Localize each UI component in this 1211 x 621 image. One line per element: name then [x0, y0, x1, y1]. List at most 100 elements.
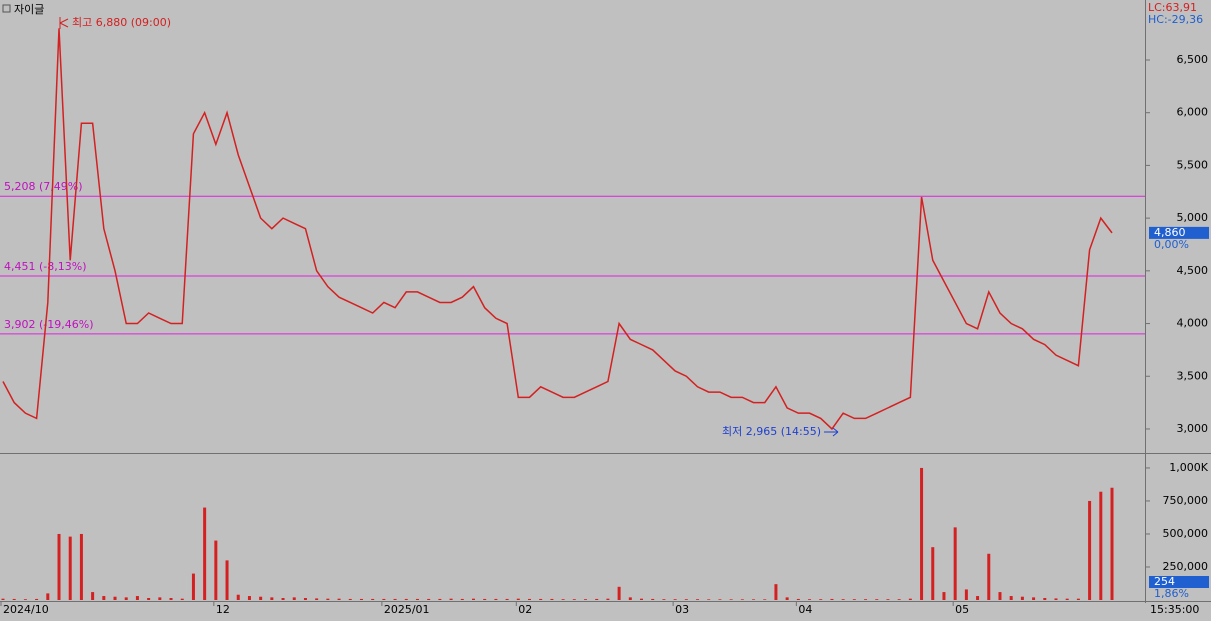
- volume-bar: [1088, 500, 1092, 600]
- volume-bar: [169, 598, 173, 600]
- volume-bar: [527, 598, 531, 600]
- y-tick-label: 4,000: [1177, 317, 1209, 330]
- volume-bar: [79, 533, 83, 600]
- x-tick-label: 2024/10: [3, 603, 49, 616]
- volume-bar: [427, 598, 431, 600]
- volume-bar: [471, 598, 475, 600]
- volume-bar: [1, 598, 5, 600]
- volume-bar: [236, 594, 240, 600]
- volume-bar: [281, 598, 285, 600]
- volume-bar: [931, 547, 935, 600]
- volume-bar: [46, 593, 50, 600]
- ref-label: 4,451 (-8,13%): [4, 260, 86, 273]
- x-tick-label: 12: [216, 603, 230, 616]
- x-tick-label: 02: [518, 603, 532, 616]
- volume-bar: [135, 596, 139, 600]
- volume-bar: [1032, 597, 1036, 600]
- volume-bar: [707, 599, 711, 600]
- volume-bar: [382, 598, 386, 600]
- x-tick-label: 2025/01: [384, 603, 430, 616]
- volume-bar: [841, 599, 845, 600]
- y-tick-label: 3,000: [1177, 422, 1209, 435]
- price-line: [2, 28, 1113, 431]
- high-label: 최고 6,880 (09:00): [72, 16, 171, 29]
- volume-bar: [920, 467, 924, 600]
- low-label: 최저 2,965 (14:55): [722, 425, 821, 438]
- x-tick-label: 05: [955, 603, 969, 616]
- volume-bar: [57, 533, 61, 600]
- volume-bar: [23, 599, 27, 600]
- volume-bar: [875, 599, 879, 600]
- time-label: 15:35:00: [1150, 603, 1199, 616]
- lc-label: LC:63,91: [1148, 1, 1197, 14]
- volume-bar: [415, 598, 419, 600]
- y-tick-label: 500,000: [1163, 527, 1209, 540]
- panel-icon: [2, 4, 11, 13]
- y-tick-label: 750,000: [1163, 494, 1209, 507]
- volume-bar: [1076, 598, 1080, 600]
- volume-bar: [460, 598, 464, 600]
- volume-bar: [987, 553, 991, 600]
- change-label: 0,00%: [1154, 238, 1189, 251]
- volume-bar: [337, 598, 341, 600]
- volume-bar: [113, 596, 117, 600]
- volume-bar: [247, 596, 251, 600]
- volume-bar: [718, 599, 722, 600]
- volume-bar: [404, 598, 408, 600]
- volume-bar: [628, 597, 632, 600]
- y-tick-label: 1,000K: [1169, 461, 1208, 474]
- volume-bar: [1043, 598, 1047, 600]
- volume-bar: [908, 598, 912, 600]
- volume-bar: [595, 598, 599, 600]
- volume-bar: [1110, 487, 1114, 600]
- volume-bar: [1099, 491, 1103, 600]
- y-tick-label: 3,500: [1177, 369, 1209, 382]
- ref-label: 3,902 (-19,46%): [4, 318, 93, 331]
- volume-bar: [359, 598, 363, 600]
- volume-bar: [315, 598, 319, 600]
- volume-bar: [550, 598, 554, 600]
- volume-bar: [191, 573, 195, 600]
- volume-bar: [1020, 596, 1024, 600]
- volume-bar: [696, 599, 700, 600]
- volume-bar: [270, 597, 274, 600]
- volume-bar: [606, 598, 610, 600]
- volume-bar: [729, 599, 733, 600]
- volume-bar: [326, 598, 330, 600]
- last-value-box: [1149, 576, 1209, 588]
- y-tick-label: 6,500: [1177, 53, 1209, 66]
- volume-bar: [796, 598, 800, 600]
- volume-bar: [673, 599, 677, 600]
- volume-bar: [505, 598, 509, 600]
- volume-bar: [303, 598, 307, 600]
- volume-bar: [483, 598, 487, 600]
- volume-bar: [662, 599, 666, 600]
- volume-bar: [572, 599, 576, 600]
- volume-bar: [1054, 598, 1058, 600]
- volume-bar: [897, 599, 901, 600]
- volume-bar: [864, 599, 868, 600]
- volume-bar: [830, 598, 834, 600]
- volume-bar: [180, 598, 184, 600]
- x-tick-label: 03: [675, 603, 689, 616]
- volume-bar: [808, 599, 812, 600]
- volume-bar: [516, 598, 520, 600]
- volume-bar: [819, 599, 823, 600]
- last-value-label: 4,860: [1154, 226, 1186, 239]
- volume-bar: [292, 597, 296, 600]
- volume-bar: [12, 598, 16, 600]
- hc-label: HC:-29,36: [1148, 13, 1203, 26]
- volume-bar: [617, 586, 621, 600]
- volume-bar: [35, 598, 39, 600]
- volume-bar: [785, 597, 789, 600]
- volume-bar: [124, 597, 128, 600]
- ref-label: 5,208 (7,49%): [4, 180, 83, 193]
- volume-bar: [91, 592, 95, 600]
- volume-bar: [852, 599, 856, 600]
- volume-bar: [976, 596, 980, 600]
- change-label: 1,86%: [1154, 587, 1189, 600]
- last-value-label: 254: [1154, 575, 1175, 588]
- chart-title: 자이글: [14, 3, 44, 16]
